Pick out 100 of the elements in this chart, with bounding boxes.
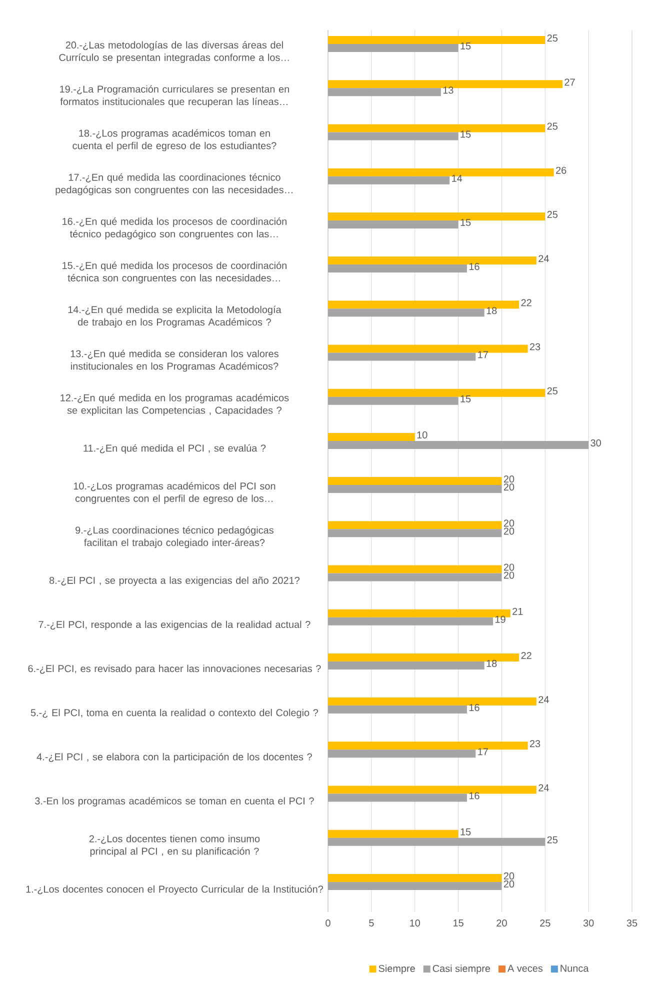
data-label: 15 xyxy=(460,130,471,138)
x-tick-label: 20 xyxy=(496,920,507,927)
bar xyxy=(328,396,458,405)
x-tick-label: 0 xyxy=(326,920,330,927)
bar xyxy=(328,830,458,838)
y-tick-label: 1.-¿Los docentes conocen el Proyecto Curricular de la Institución? xyxy=(26,885,324,895)
legend-label: A veces xyxy=(508,964,543,972)
data-label: 30 xyxy=(590,439,601,446)
bar xyxy=(328,388,546,397)
data-label: 20 xyxy=(504,880,514,888)
y-tick-label: 15.-¿En qué medida los procesos de coordinación técnica son congruentes con las necesidades… xyxy=(62,262,286,284)
data-label: 17 xyxy=(478,351,488,358)
data-label: 24 xyxy=(538,696,549,704)
y-tick-label: 11.-¿En qué medida el PCI , se evalúa ? xyxy=(84,444,266,454)
x-tick-label: 10 xyxy=(410,920,420,927)
y-tick-label: 13.-¿En qué medida se consideran los valores institucionales en los Programas Académicos? xyxy=(70,350,278,372)
data-label: 13 xyxy=(443,86,454,94)
data-label: 25 xyxy=(547,836,558,844)
data-label: 15 xyxy=(460,395,471,402)
bar xyxy=(328,256,536,265)
data-label: 16 xyxy=(469,704,480,712)
bar xyxy=(328,212,546,220)
bar xyxy=(328,485,502,494)
data-label: 18 xyxy=(486,660,497,667)
bar xyxy=(328,477,502,486)
data-label: 23 xyxy=(530,343,540,350)
y-tick-label: 2.-¿Los docentes tienen como insumo principal al PCI , en su planificación ? xyxy=(89,834,260,857)
legend-label: Casi siempre xyxy=(432,964,490,974)
bar xyxy=(328,132,458,140)
bar xyxy=(328,300,520,309)
data-label: 19 xyxy=(495,616,506,623)
data-label: 10 xyxy=(417,431,428,438)
data-label: 20 xyxy=(504,476,514,483)
data-label: 15 xyxy=(460,42,471,50)
y-tick-label: 18.-¿Los programas académicos toman en cuenta el perfil de egreso de los estudiantes? xyxy=(72,129,276,152)
bar xyxy=(328,88,441,96)
data-label: 18 xyxy=(486,307,497,314)
data-label: 14 xyxy=(452,174,462,182)
y-tick-label: 5.-¿ El PCI, toma en cuenta la realidad o contexto del Colegio ? xyxy=(30,708,318,718)
bar xyxy=(328,698,536,706)
bar xyxy=(328,838,546,846)
bar xyxy=(328,882,502,890)
bar xyxy=(328,706,467,714)
y-tick-label: 16.-¿En qué medida los procesos de coordinación técnico pedagógico son congruentes con las… xyxy=(62,218,286,240)
y-tick-label: 17.-¿En qué medida las coordinaciones técnico pedagógicas son congruentes con las necesidades… xyxy=(56,173,292,196)
data-label: 25 xyxy=(547,210,558,218)
bar xyxy=(328,80,563,88)
x-tick-label: 15 xyxy=(454,920,464,926)
bar xyxy=(328,529,502,538)
data-label: 20 xyxy=(504,564,514,571)
data-label: 23 xyxy=(530,740,540,748)
bar xyxy=(328,308,484,317)
data-label: 15 xyxy=(460,218,471,226)
data-label: 25 xyxy=(547,387,558,394)
data-label: 20 xyxy=(504,572,514,579)
y-tick-label: 4.-¿El PCI , se elabora con la participación de los docentes ? xyxy=(36,752,312,762)
data-label: 15 xyxy=(460,828,471,836)
bar xyxy=(328,565,502,574)
bar xyxy=(328,432,415,441)
y-tick-label: 19.-¿La Programación curriculares se presentan en formatos institucionales que recuperan las líneas… xyxy=(60,85,289,108)
data-label: 25 xyxy=(547,34,558,42)
bar xyxy=(328,653,520,662)
data-label: 27 xyxy=(564,78,575,86)
y-tick-label: 3.-En los programas académicos se toman en cuenta el PCI ? xyxy=(35,797,314,806)
bar xyxy=(328,440,589,449)
data-label: 20 xyxy=(504,528,514,535)
legend-label: Nunca xyxy=(560,964,589,972)
bar xyxy=(328,609,510,618)
data-label: 25 xyxy=(547,122,558,130)
y-tick-label: 7.-¿El PCI, responde a las exigencias de la realidad actual ? xyxy=(38,620,310,630)
legend-label: Siempre xyxy=(378,964,415,974)
x-tick-label: 35 xyxy=(626,920,638,927)
y-tick-label: 14.-¿En qué medida se explicita la Metodología de trabajo en los Programas Académicos ? xyxy=(68,306,282,328)
x-tick-label: 30 xyxy=(583,920,594,927)
data-label: 22 xyxy=(521,299,532,306)
bar xyxy=(328,36,546,44)
data-label: 21 xyxy=(512,608,523,615)
y-tick-label: 10.-¿Los programas académicos del PCI son congruentes con el perfil de egreso de los… xyxy=(74,482,276,504)
y-tick-label: 20.-¿Las metodologías de las diversas áreas del Currículo se presentan integradas conforme a los… xyxy=(59,41,289,63)
x-tick-label: 25 xyxy=(540,920,550,927)
y-tick-label: 6.-¿El PCI, es revisado para hacer las innovaciones necesarias ? xyxy=(28,664,321,674)
bar xyxy=(328,661,484,670)
bar xyxy=(328,617,494,626)
bar xyxy=(328,176,450,184)
x-tick-label: 5 xyxy=(369,920,374,926)
data-label: 26 xyxy=(556,166,566,174)
bar xyxy=(328,750,476,758)
bar xyxy=(328,742,528,750)
data-label: 20 xyxy=(504,520,514,527)
data-label: 16 xyxy=(469,263,480,270)
data-label: 22 xyxy=(521,652,532,659)
bar xyxy=(328,786,536,794)
bar xyxy=(328,794,467,802)
bar xyxy=(328,168,554,176)
bar xyxy=(328,521,502,530)
data-label: 24 xyxy=(538,784,549,792)
bar xyxy=(328,352,476,361)
data-label: 20 xyxy=(504,484,514,491)
bar xyxy=(328,220,458,228)
bar xyxy=(328,344,528,353)
